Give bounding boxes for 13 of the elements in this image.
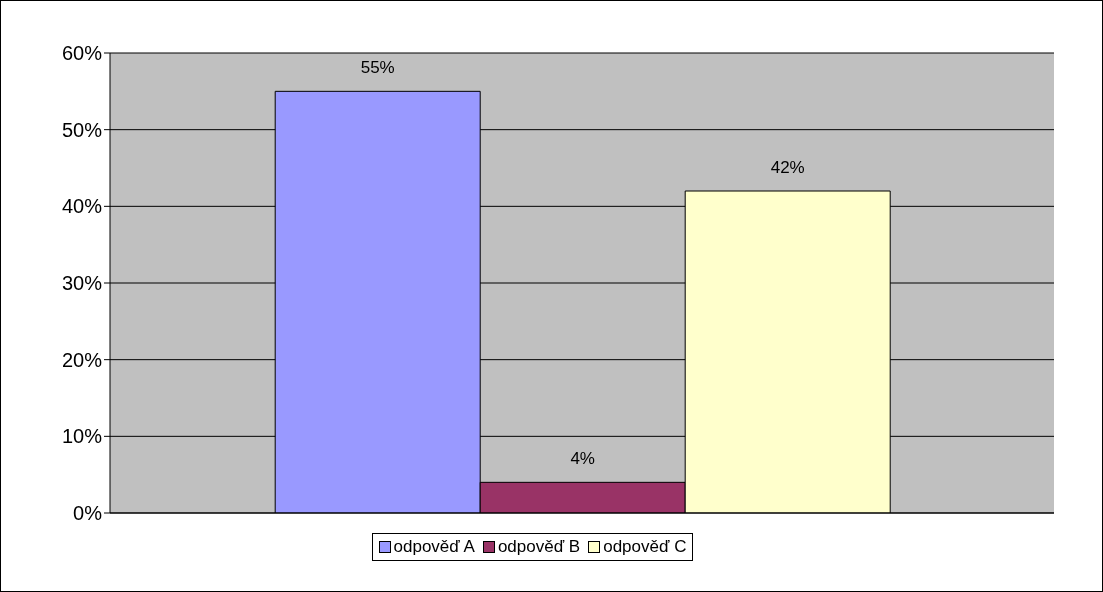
y-tick-label: 60% xyxy=(61,42,103,65)
data-label: 55% xyxy=(360,58,395,78)
legend-label: odpověď A xyxy=(393,537,475,557)
data-label: 42% xyxy=(770,158,805,177)
y-tick-label: 10% xyxy=(61,425,103,448)
legend-label: odpověď B xyxy=(497,537,581,557)
y-tick-label: 20% xyxy=(61,348,103,371)
y-tick-label: 50% xyxy=(61,118,103,141)
y-tick-label: 0% xyxy=(73,502,103,525)
legend-label: odpověď C xyxy=(603,537,687,557)
y-tick-label: 30% xyxy=(61,272,103,295)
data-label: 4% xyxy=(570,449,595,469)
y-tick-label: 40% xyxy=(61,195,103,218)
